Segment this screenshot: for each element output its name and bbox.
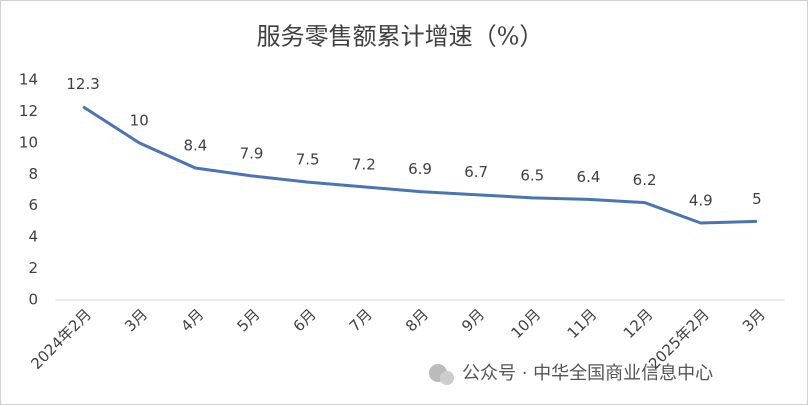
y-tick-label: 6 <box>28 196 38 214</box>
data-label: 5 <box>752 190 762 208</box>
data-label: 6.5 <box>520 166 544 184</box>
data-label: 12.3 <box>66 75 99 93</box>
data-label: 6.4 <box>577 168 601 186</box>
data-label: 7.9 <box>240 144 264 162</box>
y-tick-label: 12 <box>19 102 38 120</box>
data-label: 6.7 <box>464 163 488 181</box>
y-tick-label: 14 <box>19 71 38 89</box>
data-label: 7.5 <box>296 151 320 169</box>
data-label: 6.2 <box>633 171 657 189</box>
line <box>82 105 757 225</box>
chart-title: 服务零售额累计增速（%） <box>257 23 544 51</box>
data-label: 10 <box>130 111 149 129</box>
watermark-icon <box>440 371 454 385</box>
y-tick-label: 10 <box>19 133 38 151</box>
y-tick-label: 2 <box>28 259 38 277</box>
y-tick-label: 4 <box>28 228 38 246</box>
watermark: 公众号 · 中华全国商业信息中心 <box>429 363 713 385</box>
data-label: 4.9 <box>689 192 713 210</box>
data-label: 6.9 <box>408 160 432 178</box>
data-label: 8.4 <box>183 137 207 155</box>
y-tick-label: 8 <box>28 165 38 183</box>
y-tick-label: 0 <box>28 291 38 309</box>
watermark-text: 公众号 · 中华全国商业信息中心 <box>462 363 713 384</box>
data-label: 7.2 <box>352 155 376 173</box>
